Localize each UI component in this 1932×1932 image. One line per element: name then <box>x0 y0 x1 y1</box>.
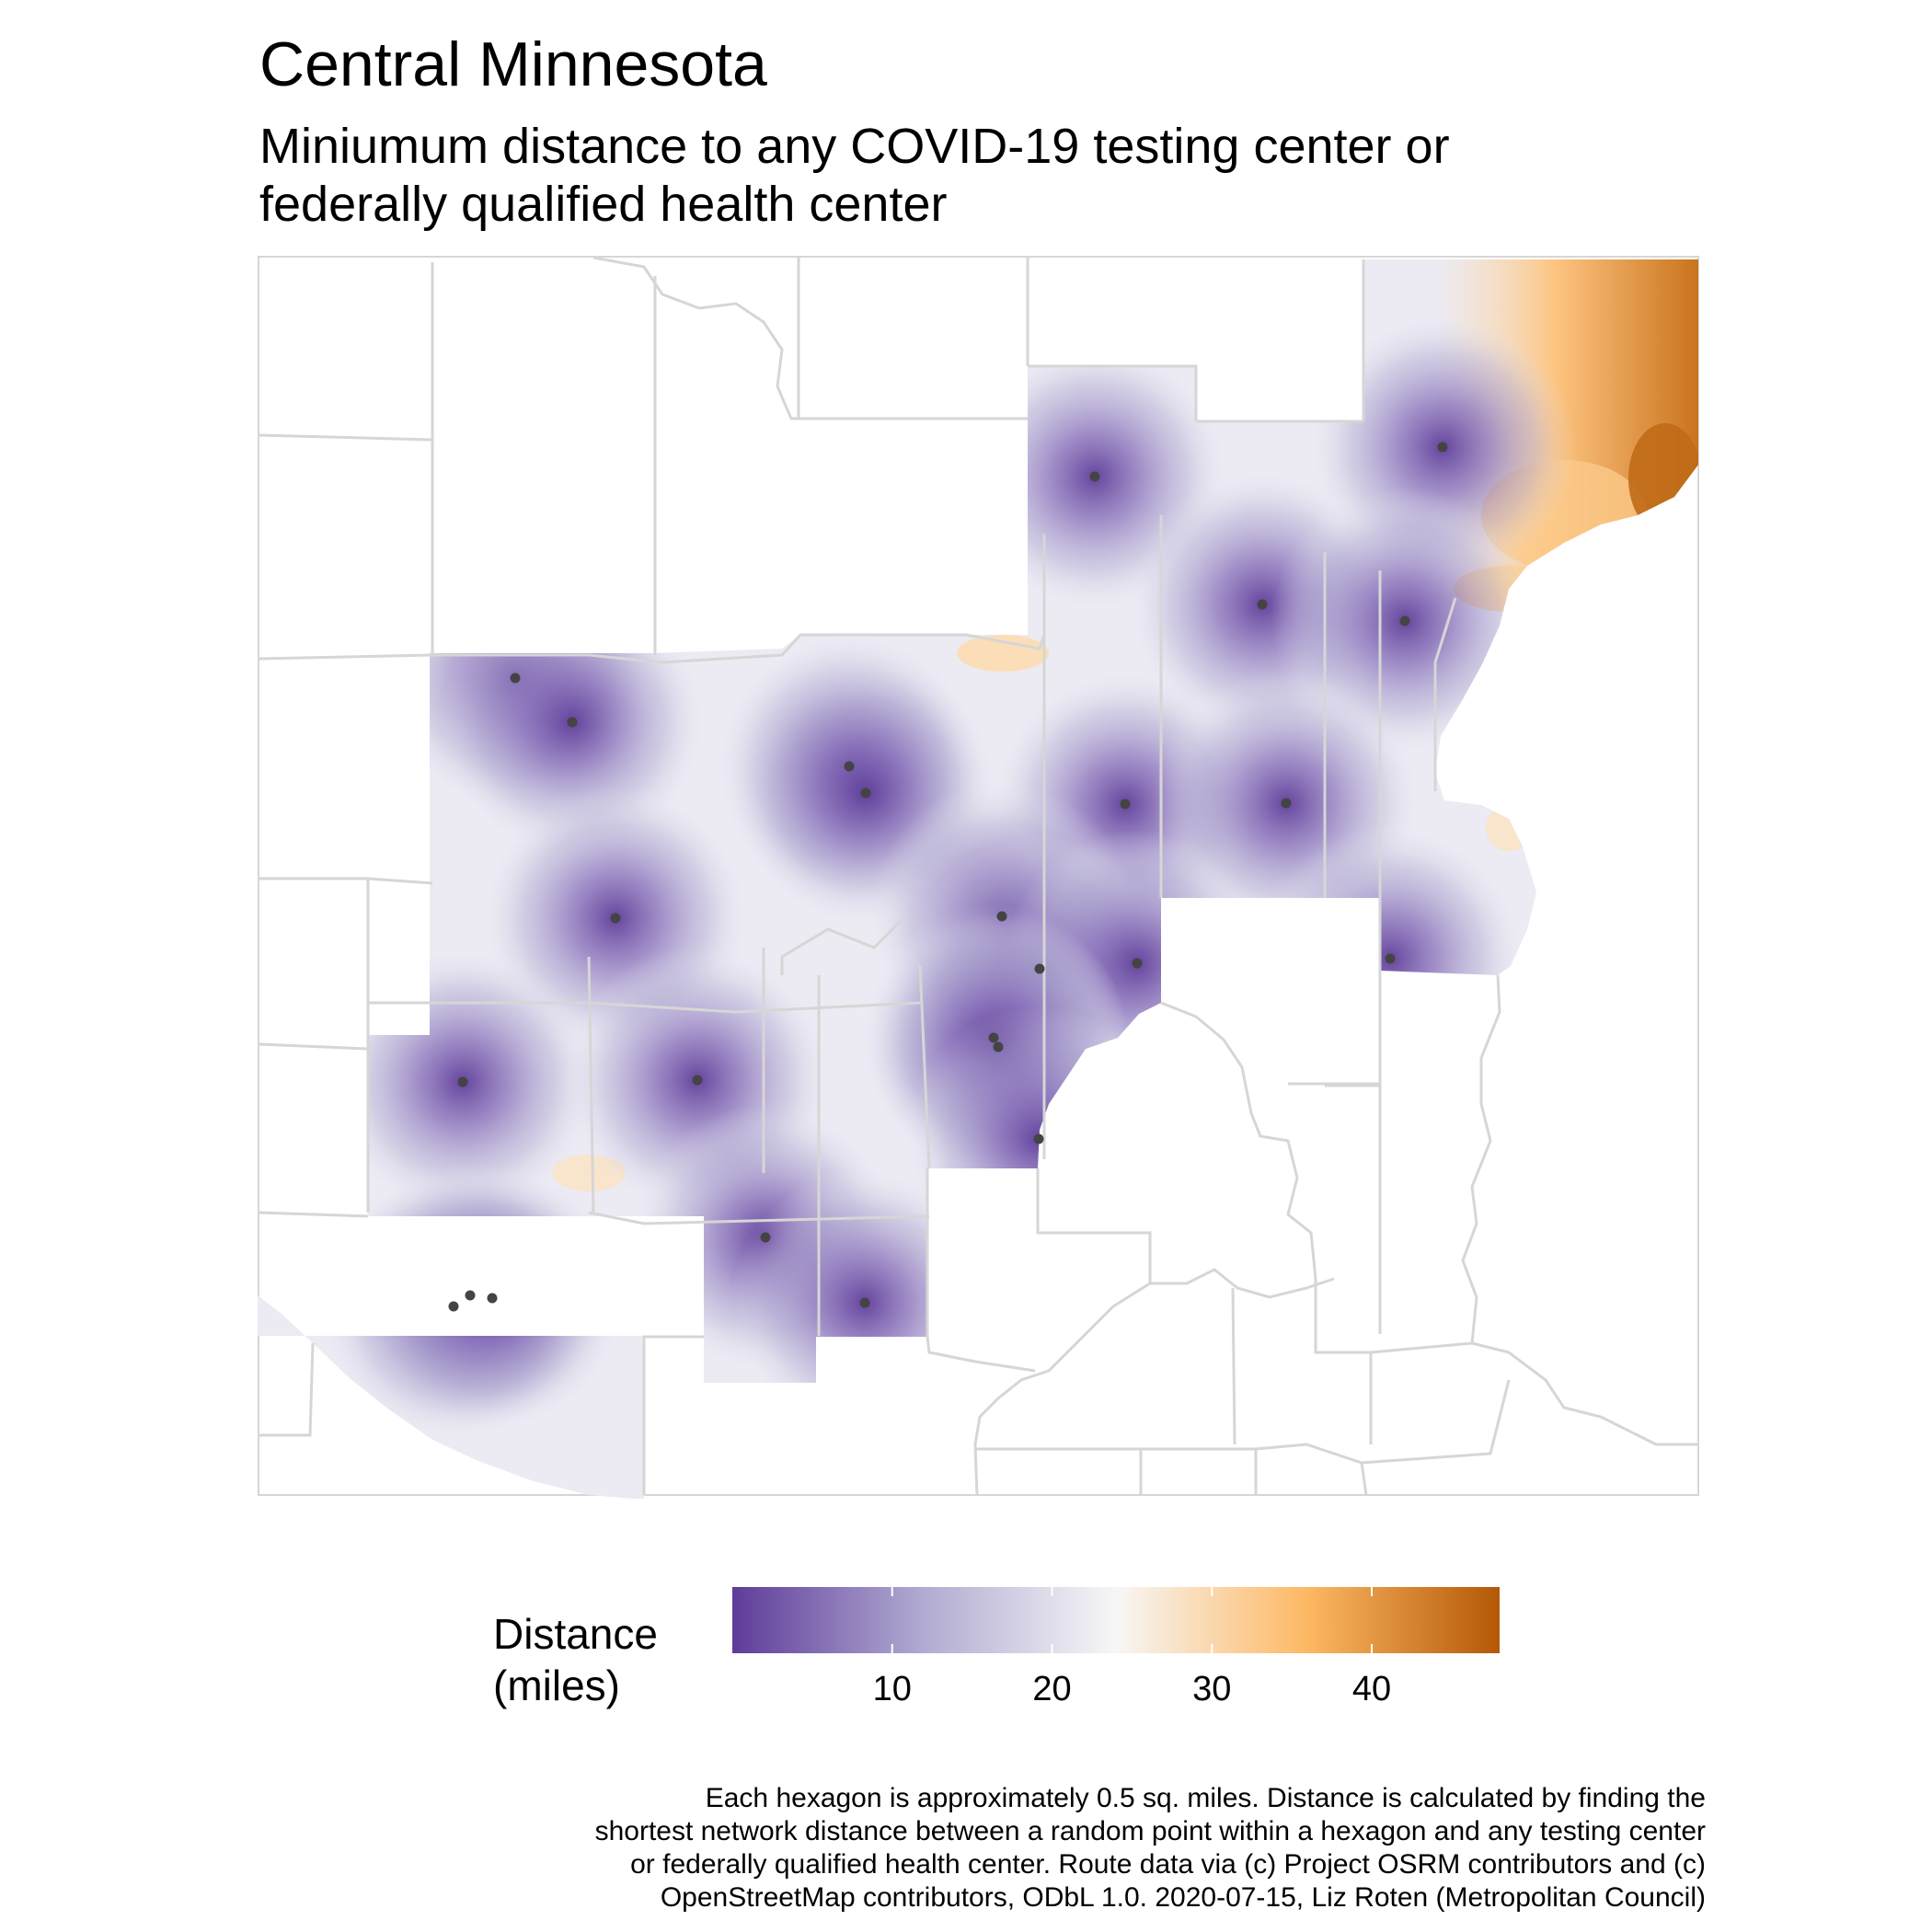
testing-center-point-20 <box>760 1232 771 1243</box>
testing-center-point-2 <box>1089 471 1100 482</box>
legend-colorbar <box>732 1587 1500 1653</box>
testing-center-point-1 <box>1437 442 1448 453</box>
testing-center-point-13 <box>1034 963 1045 974</box>
testing-center-point-21 <box>859 1297 870 1308</box>
testing-center-point-24 <box>487 1293 498 1304</box>
legend-label-20: 20 <box>1032 1670 1072 1708</box>
caption-line-1: Each hexagon is approximately 0.5 sq. mi… <box>705 1783 1706 1813</box>
testing-center-point-3 <box>1257 599 1268 610</box>
testing-center-point-10 <box>1281 798 1292 809</box>
testing-center-point-17 <box>457 1076 468 1087</box>
map-caption: Each hexagon is approximately 0.5 sq. mi… <box>418 1782 1706 1915</box>
legend-title-line-1: Distance <box>493 1610 658 1658</box>
testing-center-point-9 <box>1120 799 1131 810</box>
legend-title: Distance (miles) <box>493 1608 658 1711</box>
testing-center-point-22 <box>448 1301 459 1312</box>
testing-center-point-8 <box>860 788 871 799</box>
legend-title-line-2: (miles) <box>493 1662 620 1709</box>
testing-center-point-25 <box>1385 953 1396 964</box>
legend-label-40: 40 <box>1351 1670 1392 1708</box>
testing-center-point-16 <box>993 1041 1004 1052</box>
legend-label-30: 30 <box>1192 1670 1232 1708</box>
testing-center-point-14 <box>1132 958 1143 969</box>
caption-line-3: or federally qualified health center. Ro… <box>630 1849 1706 1880</box>
testing-center-point-18 <box>692 1075 703 1086</box>
testing-center-point-5 <box>510 673 521 684</box>
testing-center-points <box>448 442 1448 1312</box>
map-subtitle: Miniumum distance to any COVID-19 testin… <box>259 118 1731 234</box>
county-boundaries <box>258 256 1698 1496</box>
map-title: Central Minnesota <box>259 29 767 99</box>
testing-center-point-12 <box>996 911 1007 922</box>
testing-center-point-11 <box>610 913 621 924</box>
subtitle-line-2: federally qualified health center <box>259 177 948 232</box>
testing-center-point-15 <box>988 1032 999 1043</box>
testing-center-point-7 <box>844 761 855 772</box>
legend-label-10: 10 <box>872 1670 912 1708</box>
testing-center-point-6 <box>567 717 578 728</box>
testing-center-point-4 <box>1399 615 1410 627</box>
subtitle-line-1: Miniumum distance to any COVID-19 testin… <box>259 119 1450 174</box>
testing-center-point-23 <box>465 1290 476 1301</box>
testing-center-point-19 <box>1033 1133 1044 1144</box>
caption-line-2: shortest network distance between a rand… <box>594 1816 1706 1846</box>
caption-line-4: OpenStreetMap contributors, ODbL 1.0. 20… <box>660 1882 1706 1913</box>
